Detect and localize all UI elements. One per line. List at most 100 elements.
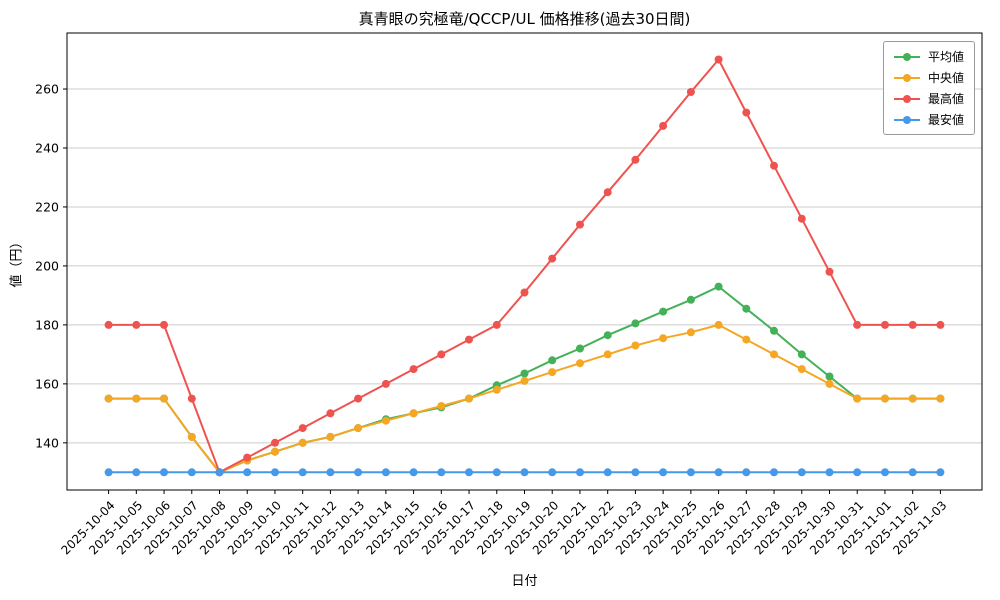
data-point-min [908,468,917,477]
data-point-max [409,365,418,374]
legend-label-median: 中央値 [927,71,964,85]
data-point-min [243,468,252,477]
data-point-median [437,402,446,410]
data-point-max [437,350,446,359]
legend-label-max: 最高値 [927,92,964,106]
data-point-min [298,468,307,477]
data-point-avg [603,331,612,340]
data-point-median [381,416,390,425]
data-point-median [548,368,557,377]
data-point-min [548,468,557,477]
data-point-min [271,468,279,477]
data-point-min [381,468,390,477]
data-point-min [409,468,418,477]
data-point-max [881,320,889,329]
data-point-min [160,468,168,477]
data-point-median [825,379,834,388]
data-point-max [576,220,584,229]
data-point-max [160,320,168,329]
data-point-max [298,424,307,433]
data-point-median [936,394,945,403]
data-point-max [243,453,252,462]
y-axis-label: 値（円） [9,235,25,288]
legend-marker-median [893,73,920,82]
data-point-median [881,394,889,403]
data-point-min [797,468,806,477]
data-point-avg [686,295,695,304]
data-point-min [215,468,224,477]
data-point-max [603,188,612,197]
x-axis-label: 日付 [511,574,538,589]
data-point-min [714,468,723,477]
data-point-max [936,320,945,329]
data-point-avg [520,369,529,378]
data-point-median [686,328,695,337]
data-point-min [132,468,141,477]
data-point-median [659,334,668,343]
data-point-avg [576,344,584,353]
data-point-max [742,108,751,117]
data-point-min [603,468,612,477]
legend-marker-min [893,115,920,124]
data-point-max [853,320,862,329]
data-point-max [825,267,834,276]
data-point-median [187,432,196,441]
data-point-min [104,468,113,477]
data-point-max [908,320,917,329]
data-point-min [770,468,778,477]
data-point-max [631,155,640,164]
data-point-median [853,394,862,403]
data-point-median [409,409,418,418]
data-point-min [825,468,834,477]
data-point-max [187,394,196,403]
data-point-min [881,468,889,477]
y-tick-label: 240 [35,140,59,155]
data-point-max [132,320,141,329]
data-point-max [271,438,279,447]
data-point-max [797,214,806,223]
data-point-avg [770,326,778,335]
data-point-max [770,161,778,170]
data-point-median [770,350,778,359]
data-point-median [797,365,806,374]
y-tick-label: 180 [35,317,59,332]
legend-item-median: 中央値 [892,69,964,86]
data-point-median [104,394,113,403]
legend: 平均値中央値最高値最安値 [882,41,975,135]
legend-label-avg: 平均値 [927,50,964,64]
data-point-avg [797,350,806,359]
data-point-max [354,394,363,403]
data-point-avg [631,319,640,328]
legend-marker-avg [893,52,920,61]
data-point-median [354,424,363,433]
data-point-median [631,341,640,350]
legend-item-max: 最高値 [892,90,964,107]
data-point-median [520,376,529,385]
data-point-min [437,468,446,477]
data-point-min [686,468,695,477]
data-point-median [132,394,141,403]
data-point-min [465,468,473,477]
data-point-min [853,468,862,477]
plot-border [66,32,983,491]
data-point-avg [825,372,834,381]
data-point-avg [659,307,668,316]
data-point-max [492,320,501,329]
data-point-max [714,55,723,64]
data-point-max [548,254,557,263]
data-point-min [187,468,196,477]
data-point-max [659,121,668,130]
data-point-min [742,468,751,477]
series-line-median [108,323,941,474]
data-point-max [465,335,473,344]
data-point-median [298,438,307,447]
data-point-min [631,468,640,477]
data-point-min [520,468,529,477]
data-point-min [326,468,335,477]
chart-title: 真青眼の究極竜/QCCP/UL 価格推移(過去30日間) [358,10,691,28]
data-point-min [576,468,584,477]
legend-item-min: 最安値 [892,111,964,128]
data-point-median [465,394,473,403]
data-point-median [271,447,279,456]
